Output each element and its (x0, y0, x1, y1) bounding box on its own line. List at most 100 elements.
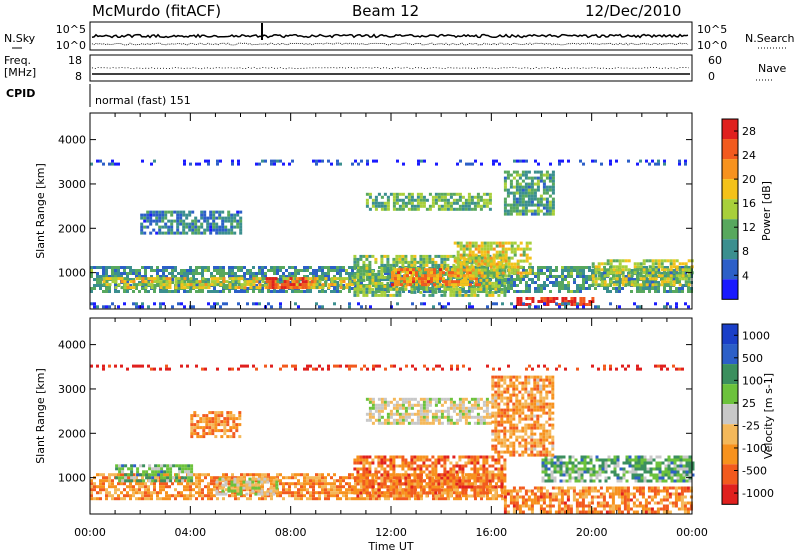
velocity-cell (416, 459, 419, 462)
velocity-cell (333, 473, 336, 476)
power-cell (381, 208, 384, 211)
power-cell (592, 274, 595, 277)
velocity-cell (303, 479, 306, 482)
power-cell (174, 290, 177, 293)
velocity-cell (263, 481, 266, 484)
power-cell (322, 283, 325, 286)
power-cell (222, 290, 225, 293)
velocity-cell (195, 476, 198, 479)
velocity-cell (324, 476, 327, 479)
power-cell (156, 266, 159, 269)
velocity-cell (183, 494, 186, 497)
velocity-cell (315, 482, 318, 485)
velocity-cell (434, 459, 437, 462)
velocity-cell (147, 494, 150, 497)
power-cell (409, 271, 412, 274)
power-cell (371, 273, 374, 276)
power-cell (368, 279, 371, 282)
velocity-cell (186, 485, 189, 488)
power-cell (633, 302, 636, 305)
power-cell (493, 269, 496, 272)
power-cell (664, 259, 667, 262)
velocity-cell (201, 473, 204, 476)
velocity-cell (145, 473, 148, 476)
power-cell (679, 271, 682, 274)
velocity-cell (389, 456, 392, 459)
power-cell (176, 211, 179, 214)
power-cell (155, 223, 158, 226)
velocity-cell (99, 497, 102, 500)
velocity-cell (395, 495, 398, 498)
velocity-cell (345, 482, 348, 485)
power-cell (652, 262, 655, 265)
velocity-cell (186, 488, 189, 491)
power-cell (447, 202, 450, 205)
velocity-cell (159, 497, 162, 500)
velocity-cell (221, 484, 224, 487)
power-cell (422, 288, 425, 291)
power-cell (446, 258, 449, 261)
power-cell (622, 277, 625, 280)
velocity-cell (455, 483, 458, 486)
velocity-cell (102, 485, 105, 488)
power-cell (625, 280, 628, 283)
velocity-cell (111, 494, 114, 497)
power-cell (207, 269, 210, 272)
power-cell (570, 266, 573, 269)
power-cell (478, 271, 481, 274)
power-cell (114, 269, 117, 272)
power-cell (520, 254, 523, 257)
power-cell (534, 290, 537, 293)
power-cell (487, 272, 490, 275)
power-cell (151, 286, 154, 289)
power-cell (525, 177, 528, 180)
power-heatmap-cells (90, 160, 694, 309)
power-cell (216, 290, 219, 293)
power-cell (455, 294, 458, 297)
power-colorbar-segment (722, 259, 738, 279)
power-cell (282, 163, 285, 166)
velocity-cell (111, 485, 114, 488)
power-cell (487, 257, 490, 260)
power-cell (200, 214, 203, 217)
power-cell (201, 266, 204, 269)
power-cell (618, 290, 621, 293)
velocity-cell (363, 497, 366, 500)
power-cell (601, 280, 604, 283)
velocity-cell (151, 476, 154, 479)
power-cell (315, 269, 318, 272)
power-cell (138, 290, 141, 293)
power-cell (640, 283, 643, 286)
power-cell (366, 205, 369, 208)
power-cell (362, 261, 365, 264)
velocity-cell (272, 481, 275, 484)
velocity-cell (108, 485, 111, 488)
power-cell (115, 277, 118, 280)
power-cell (490, 245, 493, 248)
power-cell (365, 267, 368, 270)
power-cell (528, 177, 531, 180)
power-cell (235, 277, 238, 280)
power-cell (452, 288, 455, 291)
power-cell (454, 260, 457, 263)
power-cell (210, 290, 213, 293)
power-cell (322, 277, 325, 280)
power-cell (201, 290, 204, 293)
power-cell (291, 272, 294, 275)
power-cell (353, 282, 356, 285)
power-cell (266, 280, 269, 283)
power-cell (187, 286, 190, 289)
power-cell (457, 283, 460, 286)
power-cell (461, 288, 464, 291)
power-cell (431, 294, 434, 297)
power-cell (604, 283, 607, 286)
velocity-cell (449, 477, 452, 480)
velocity-cell (148, 479, 151, 482)
power-cell (195, 290, 198, 293)
power-cell (380, 276, 383, 279)
velocity-cell (392, 480, 395, 483)
power-cell (673, 280, 676, 283)
power-cell (576, 302, 579, 305)
power-cell (588, 287, 591, 290)
velocity-cell (362, 462, 365, 465)
